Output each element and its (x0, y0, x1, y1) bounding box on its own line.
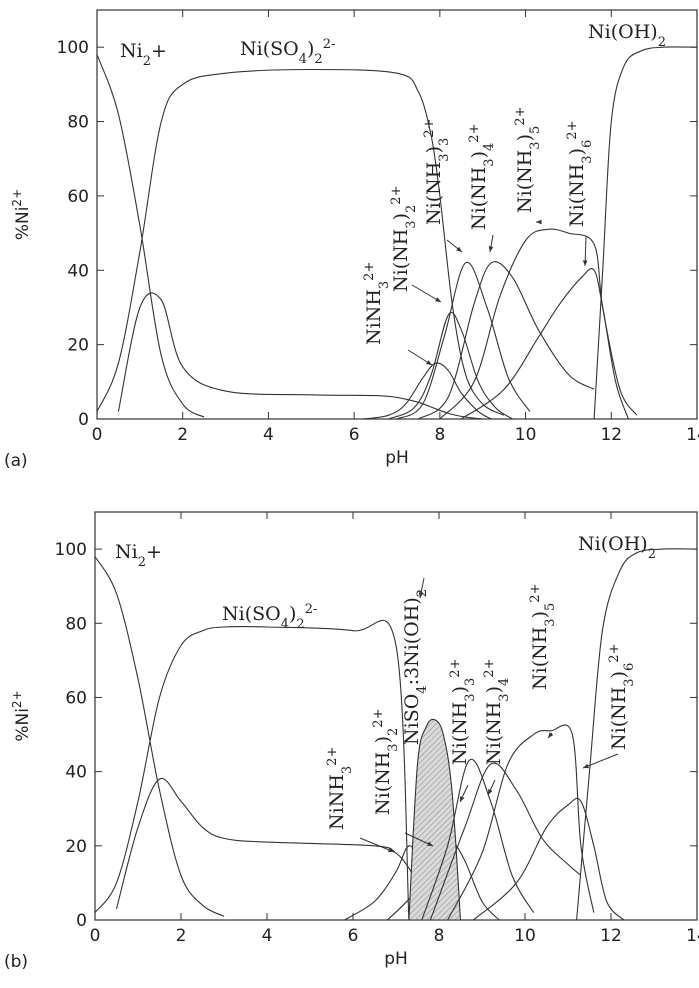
plot-frame-b (94, 511, 698, 921)
series-ninh3-2-line (362, 362, 492, 420)
y-tick-label: 0 (78, 410, 89, 430)
annotation-ni2: Ni2+ (115, 541, 162, 570)
annotation-ni2: Ni2+ (120, 40, 167, 69)
x-tick-label: 12 (600, 425, 622, 445)
annotation-arrowhead (582, 260, 588, 266)
y-tick-label: 20 (65, 837, 87, 857)
x-tick-label: 8 (434, 926, 445, 946)
annotation-niso4-3ni-oh-2: NiSO4:3Ni(OH)2 (401, 589, 430, 745)
annotation-ni-nh3-5-2: Ni(NH3)52+ (513, 107, 543, 213)
x-axis-label: pH (384, 949, 408, 969)
x-tick-label: 4 (262, 926, 273, 946)
x-tick-label: 6 (348, 926, 359, 946)
series-ni-nh3-3-2-line (396, 261, 531, 420)
annotation-arrowhead (456, 246, 462, 252)
annotation-arrowhead (435, 297, 441, 302)
annotation-ni-nh3-4-2: Ni(NH3)42+ (482, 659, 512, 765)
annotation-ni-so4-2-2: Ni(SO4)22- (222, 602, 317, 632)
annotation-leader (582, 753, 619, 769)
x-tick-label: 2 (177, 425, 188, 445)
annotation-arrowhead (460, 796, 465, 802)
annotation-arrowhead (426, 360, 432, 365)
annotation-ni-oh-2: Ni(OH)2 (588, 21, 666, 50)
annotation-arrowhead (536, 219, 542, 225)
panel-label: (a) (4, 451, 28, 471)
annotation-ni-so4-2-2: Ni(SO4)22- (240, 37, 335, 67)
x-tick-label: 4 (263, 425, 274, 445)
y-tick-label: 0 (76, 911, 87, 931)
y-tick-label: 100 (55, 540, 87, 560)
series-ni-nh3-6-2-line (473, 797, 625, 921)
series-ni-oh-2-line (593, 46, 698, 420)
annotation-ni-oh-2: Ni(OH)2 (578, 533, 656, 562)
series-ni-nh3-2-2-line (388, 311, 514, 420)
y-tick-label: 40 (67, 261, 89, 281)
x-tick-label: 8 (434, 425, 445, 445)
annotation-arrowhead (488, 246, 494, 252)
y-tick-label: 80 (65, 614, 87, 634)
series-unlabeled-line (115, 777, 453, 921)
panel-label: (b) (4, 952, 28, 972)
annotation-ni-nh3-3-2: Ni(NH3)32+ (448, 659, 478, 765)
annotation-ni-nh3-2-2: Ni(NH3)22+ (389, 186, 419, 292)
series-ni-nh3-5-2-line (439, 228, 638, 420)
chart-panel-b: 0 2 4 6 8 10 12 14 0 20 40 60 80 100 pH %Ni2+ (b) Ni2+ Ni(… (4, 511, 699, 972)
annotation-ni-nh3-6-2: Ni(NH3)62+ (607, 644, 637, 750)
annotation-ninh3-2: NiNH32+ (325, 747, 355, 830)
y-tick-label: 60 (65, 688, 87, 708)
annotation-ni-nh3-2-2: Ni(NH3)22+ (371, 709, 401, 815)
annotation-leader (411, 284, 442, 303)
x-tick-label: 14 (686, 425, 699, 445)
series-ni2-line (96, 54, 205, 418)
y-axis-label: %Ni2+ (10, 690, 33, 741)
annotation-arrowhead (427, 841, 433, 846)
annotation-arrowhead (548, 732, 554, 738)
y-tick-label: 80 (67, 113, 89, 133)
series-ni-so4-2-2-line (94, 619, 410, 921)
x-tick-label: 14 (686, 926, 699, 946)
annotation-ni-nh3-5-2: Ni(NH3)52+ (528, 584, 558, 690)
x-tick-label: 10 (515, 425, 537, 445)
x-tick-label: 6 (349, 425, 360, 445)
annotation-leader (359, 837, 395, 853)
series-niso4-3ni-oh-2-area (408, 718, 462, 921)
annotation-arrowhead (488, 789, 493, 795)
series-ni2-line (94, 556, 225, 917)
x-tick-label: 12 (600, 926, 622, 946)
x-tick-label: 2 (176, 926, 187, 946)
y-tick-label: 20 (67, 336, 89, 356)
y-tick-label: 40 (65, 763, 87, 783)
series-ni-nh3-4-2-line (418, 261, 595, 420)
x-tick-label: 0 (92, 425, 103, 445)
chart-panel-a: 0 2 4 6 8 10 12 14 0 20 40 60 80 100 pH %Ni2+ (a) Ni2+ Ni(… (4, 9, 699, 471)
x-axis-label: pH (385, 448, 409, 468)
annotation-ni-nh3-3-2: Ni(NH3)32+ (422, 119, 452, 225)
series-ni-oh-2-line (576, 548, 698, 921)
annotation-arrowhead (583, 763, 589, 769)
y-axis-label: %Ni2+ (10, 189, 33, 240)
y-tick-label: 60 (67, 187, 89, 207)
x-tick-label: 0 (90, 926, 101, 946)
series-ni-nh3-6-2-line (460, 268, 629, 420)
annotation-ni-nh3-4-2: Ni(NH3)42+ (467, 124, 497, 230)
annotation-arrowhead (388, 847, 394, 853)
series-unlabeled-line (117, 292, 483, 420)
series-ni-nh3-4-2-line (429, 762, 582, 921)
series-ni-so4-2-2-line (96, 68, 505, 416)
annotation-arrowhead (418, 592, 424, 598)
series-ni-nh3-3-2-line (421, 758, 535, 921)
series-ni-nh3-5-2-line (447, 724, 595, 921)
x-tick-label: 10 (514, 926, 536, 946)
annotation-ni-nh3-6-2: Ni(NH3)62+ (565, 121, 595, 227)
annotation-ninh3-2: NiNH32+ (362, 262, 392, 345)
y-tick-label: 100 (57, 38, 89, 58)
